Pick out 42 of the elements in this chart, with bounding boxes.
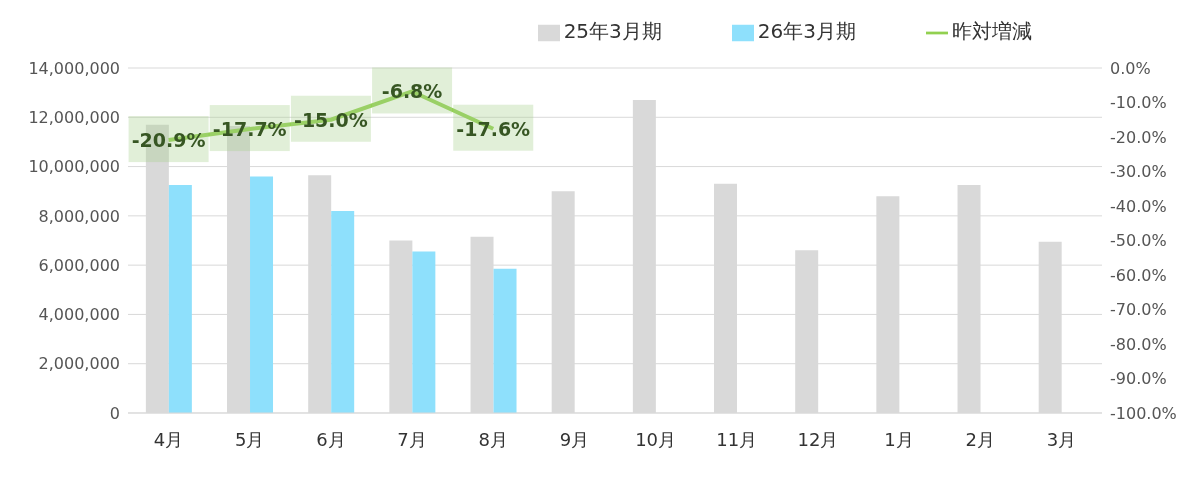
y-tick-label: 8,000,000 <box>38 206 120 226</box>
x-tick-label: 11月 <box>716 428 758 450</box>
y-tick-label: 0 <box>109 403 120 423</box>
x-tick-label: 1月 <box>884 428 914 450</box>
x-tick-label: 12月 <box>797 428 839 450</box>
data-label: -17.6% <box>456 117 531 140</box>
x-tick-label: 8月 <box>478 428 508 450</box>
y2-tick-label: -60.0% <box>1110 265 1167 285</box>
data-label: -20.9% <box>131 129 206 152</box>
y2-tick-label: -50.0% <box>1110 231 1167 251</box>
data-label: -6.8% <box>381 80 443 103</box>
x-tick-label: 10月 <box>635 428 677 450</box>
y2-tick-label: -30.0% <box>1110 162 1167 182</box>
x-tick-label: 5月 <box>235 428 265 450</box>
bar <box>412 251 436 413</box>
bar <box>168 185 192 413</box>
y-tick-label: 12,000,000 <box>28 107 120 127</box>
bar <box>493 268 517 413</box>
bar <box>250 176 274 413</box>
x-tick-label: 4月 <box>153 428 184 450</box>
legend-label: 昨対増減 <box>952 19 1032 43</box>
y-tick-label: 2,000,000 <box>38 354 120 374</box>
y2-tick-label: -40.0% <box>1110 196 1167 216</box>
bar <box>331 210 355 413</box>
y2-tick-label: -100.0% <box>1110 403 1177 423</box>
y2-tick-label: -80.0% <box>1110 334 1167 354</box>
y-tick-label: 10,000,000 <box>28 157 120 177</box>
legend-label: 26年3月期 <box>757 19 856 43</box>
y2-tick-label: -10.0% <box>1110 93 1167 113</box>
x-tick-label: 2月 <box>965 428 995 450</box>
y-tick-label: 14,000,000 <box>28 58 120 78</box>
y2-tick-label: -20.0% <box>1110 127 1167 147</box>
x-tick-label: 6月 <box>316 428 346 450</box>
y-tick-label: 4,000,000 <box>38 305 120 325</box>
y2-tick-label: -70.0% <box>1110 300 1167 320</box>
y2-tick-label: 0.0% <box>1110 58 1151 78</box>
x-tick-label: 3月 <box>1046 428 1077 450</box>
y2-tick-label: -90.0% <box>1110 369 1167 389</box>
legend-label: 25年3月期 <box>563 19 662 43</box>
x-tick-label: 9月 <box>559 428 590 450</box>
y-tick-label: 6,000,000 <box>38 255 120 275</box>
x-tick-label: 7月 <box>397 428 427 450</box>
